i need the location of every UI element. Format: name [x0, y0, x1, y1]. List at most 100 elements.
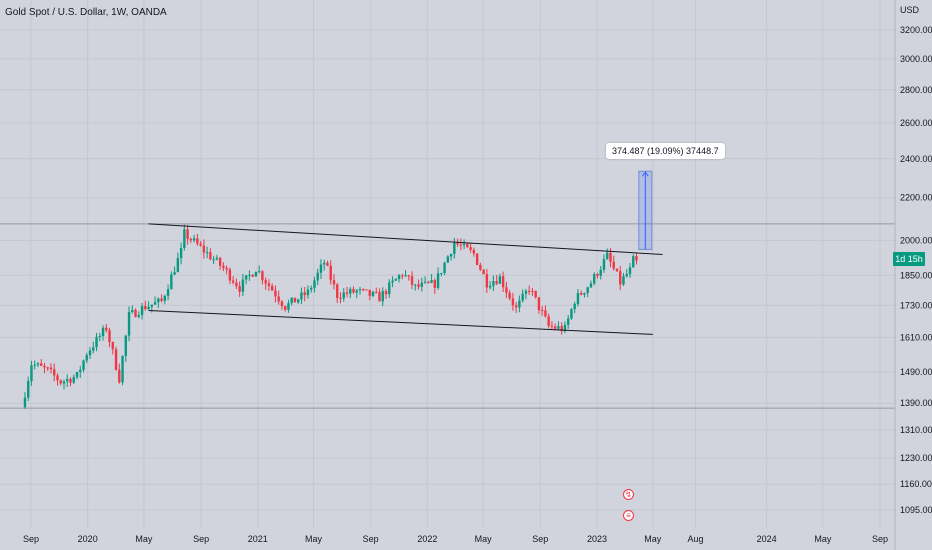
x-tick-label: Sep	[363, 534, 379, 544]
trend-line[interactable]	[148, 223, 663, 255]
candle	[270, 283, 274, 291]
candle	[433, 278, 437, 294]
x-tick-label: Sep	[23, 534, 39, 544]
candle	[225, 265, 228, 275]
candle	[570, 308, 573, 320]
candle	[615, 268, 619, 272]
candle	[573, 301, 576, 314]
candle	[384, 288, 388, 299]
candle	[66, 374, 69, 387]
candle	[427, 280, 430, 284]
y-tick-label: 1730.000	[900, 300, 932, 310]
candle	[144, 300, 147, 311]
candle	[599, 266, 602, 280]
x-tick-label: Sep	[532, 534, 548, 544]
candle	[407, 274, 410, 281]
y-tick-label: 1160.000	[900, 479, 932, 489]
candle	[326, 260, 329, 267]
candle	[378, 288, 381, 302]
earnings-event-icon[interactable]: ≡	[623, 510, 634, 521]
y-tick-label: 2000.000	[900, 235, 932, 245]
candle	[163, 294, 167, 305]
candle	[550, 321, 554, 330]
candle	[566, 314, 570, 329]
candle	[596, 272, 599, 279]
candle	[371, 290, 375, 298]
candle	[30, 360, 33, 386]
candle	[375, 287, 378, 294]
candle	[537, 297, 541, 314]
y-tick-label: 1850.000	[900, 270, 932, 280]
candle	[127, 306, 131, 342]
candle	[323, 259, 326, 271]
candle	[85, 352, 88, 364]
candle	[111, 341, 114, 355]
candle	[261, 270, 264, 285]
x-tick-label: 2023	[587, 534, 607, 544]
candle	[527, 285, 531, 296]
candle	[332, 274, 336, 290]
x-tick-label: 2021	[248, 534, 268, 544]
candle	[166, 284, 170, 301]
candle	[576, 288, 580, 307]
measure-label: 374.487 (19.09%) 37448.7	[606, 143, 725, 159]
candle	[101, 325, 105, 341]
candle	[23, 391, 27, 409]
candle	[222, 262, 225, 272]
dividend-event-icon[interactable]: ↯	[623, 489, 634, 500]
candle	[212, 255, 215, 265]
y-tick-label: 1610.000	[900, 332, 932, 342]
candle	[511, 292, 515, 311]
candle	[244, 275, 248, 285]
candle	[121, 355, 124, 386]
candle	[501, 271, 505, 292]
candle	[62, 379, 66, 390]
candle	[114, 346, 118, 371]
candle	[404, 270, 407, 277]
candle	[589, 280, 593, 288]
measure-tool[interactable]	[638, 170, 653, 250]
candle	[72, 374, 75, 384]
candle	[606, 248, 609, 260]
candle	[449, 253, 453, 261]
candle	[355, 288, 358, 299]
candle	[358, 286, 362, 295]
candle	[36, 361, 40, 368]
candle	[170, 271, 173, 290]
candle	[293, 297, 297, 303]
candle	[254, 271, 258, 277]
candle	[628, 263, 632, 278]
candle	[310, 285, 313, 293]
y-tick-label: 1310.000	[900, 425, 932, 435]
candle	[196, 233, 199, 246]
candle	[329, 260, 332, 285]
time-axis[interactable]: Sep 2020 May Sep 2021 May Sep 2022 May Sep 2023 May…	[23, 534, 888, 544]
candle	[264, 277, 267, 290]
candle	[625, 269, 628, 278]
x-tick-label: Aug	[688, 534, 704, 544]
channel-lines[interactable]	[148, 223, 663, 335]
trend-line[interactable]	[148, 309, 653, 335]
x-tick-label: May	[135, 534, 153, 544]
candle	[635, 252, 638, 265]
candle	[43, 362, 46, 374]
candle	[235, 278, 238, 289]
y-tick-label: 2600.000	[900, 118, 932, 128]
x-tick-label: 2024	[757, 534, 777, 544]
candle	[33, 360, 36, 370]
candle	[602, 254, 606, 273]
price-axis[interactable]: 3200.000 3000.000 2800.000 2600.000 2400.000…	[894, 0, 932, 550]
candle	[267, 279, 271, 291]
candle	[92, 341, 95, 354]
candle	[241, 273, 245, 297]
candle	[430, 274, 433, 284]
grid-lines	[0, 0, 895, 528]
candle	[59, 379, 62, 386]
candle	[137, 311, 141, 319]
candle	[192, 234, 196, 243]
candle	[69, 377, 72, 387]
candle	[469, 243, 472, 253]
candle	[199, 241, 202, 247]
candle	[345, 287, 349, 298]
